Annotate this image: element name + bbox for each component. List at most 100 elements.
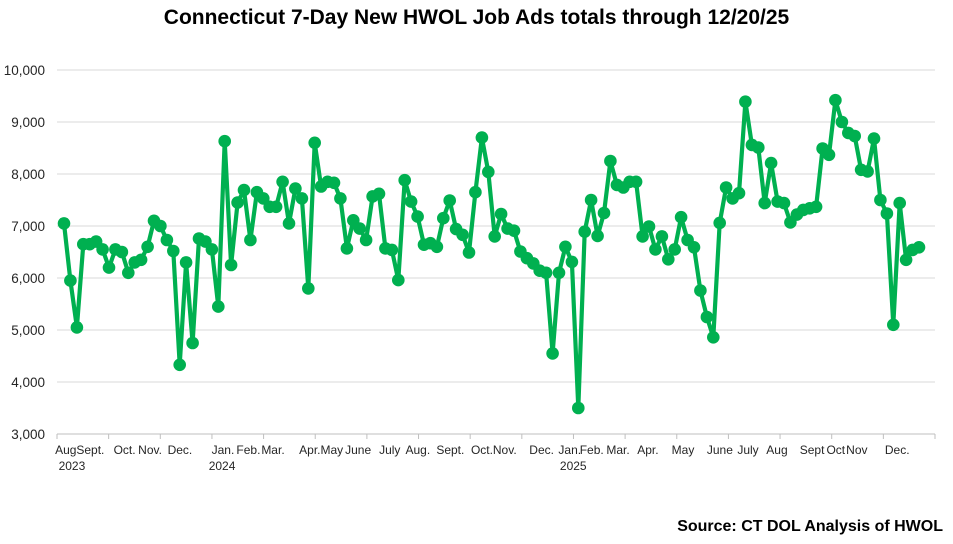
data-point-marker <box>482 165 495 179</box>
data-point-marker <box>179 256 193 269</box>
data-point-marker <box>237 183 251 197</box>
data-point-marker <box>655 230 669 243</box>
data-point-marker <box>642 220 656 233</box>
y-tick-label: 4,000 <box>11 375 45 390</box>
data-series <box>57 93 926 415</box>
data-point-marker <box>887 318 900 332</box>
data-point-marker <box>835 115 849 129</box>
data-point-marker <box>302 282 315 295</box>
data-point-marker <box>494 207 508 221</box>
data-point-marker <box>700 310 714 324</box>
month-label: Sept <box>800 443 825 457</box>
data-point-marker <box>758 196 771 210</box>
data-point-marker <box>822 148 836 162</box>
data-point-marker <box>668 243 681 256</box>
data-point-marker <box>282 217 296 230</box>
data-point-marker <box>244 233 257 247</box>
data-point-marker <box>539 266 553 280</box>
data-point-marker <box>115 245 129 259</box>
y-tick-label: 7,000 <box>11 219 45 234</box>
month-label: Nov. <box>138 443 162 457</box>
month-label: Sept. <box>436 443 464 457</box>
year-label: 2023 <box>59 459 86 473</box>
data-point-marker <box>861 165 874 178</box>
data-point-marker <box>597 206 611 220</box>
data-point-marker <box>707 331 720 344</box>
data-point-marker <box>867 132 881 145</box>
data-point-marker <box>102 261 116 274</box>
series-line <box>61 98 922 411</box>
data-point-marker <box>398 173 412 187</box>
data-point-marker <box>64 274 77 287</box>
data-point-marker <box>231 196 244 209</box>
y-tick-label: 3,000 <box>11 427 45 442</box>
data-point-marker <box>874 193 887 207</box>
gridlines <box>57 69 935 435</box>
x-axis <box>56 433 936 439</box>
y-tick-label: 10,000 <box>4 63 45 78</box>
y-tick-label: 6,000 <box>11 271 45 286</box>
data-point-marker <box>636 230 649 243</box>
month-label: Mar. <box>606 443 629 457</box>
data-point-marker <box>912 241 926 254</box>
data-point-marker <box>591 229 604 243</box>
month-label: Apr. <box>637 443 658 457</box>
data-point-marker <box>462 246 476 259</box>
month-label: Nov. <box>493 443 517 457</box>
month-label: May <box>320 443 343 457</box>
data-point-marker <box>687 241 701 254</box>
data-point-marker <box>173 358 186 372</box>
month-label: Oct <box>826 443 845 457</box>
data-point-marker <box>578 225 591 238</box>
data-point-marker <box>572 401 585 415</box>
data-point-marker <box>732 186 746 200</box>
data-point-marker <box>186 336 199 350</box>
data-point-marker <box>70 321 84 334</box>
data-point-marker <box>507 224 521 237</box>
data-point-marker <box>372 187 386 201</box>
data-point-marker <box>96 243 109 256</box>
data-point-marker <box>437 211 450 225</box>
data-point-marker <box>160 233 174 247</box>
data-point-marker <box>584 193 598 207</box>
month-label: Oct. <box>114 443 136 457</box>
data-point-marker <box>488 230 502 243</box>
data-point-marker <box>809 200 823 214</box>
data-point-marker <box>154 219 167 233</box>
data-point-marker <box>359 233 373 247</box>
month-label: Feb. <box>580 443 604 457</box>
month-label: Jan. <box>558 443 581 457</box>
data-point-marker <box>334 192 347 205</box>
data-point-marker <box>469 185 482 199</box>
month-label: June <box>707 443 733 457</box>
data-point-marker <box>552 266 566 280</box>
data-point-marker <box>739 95 752 108</box>
data-point-marker <box>629 175 643 189</box>
year-label: 2025 <box>560 459 587 473</box>
x-axis-labels: Aug Sept. Oct. Nov. Dec. Jan. Feb. Mar. Apr. May J… <box>55 443 909 473</box>
month-label: July <box>737 443 758 457</box>
data-point-marker <box>559 240 572 254</box>
data-point-marker <box>719 181 733 194</box>
month-label: Nov <box>846 443 867 457</box>
month-label: Oct. <box>471 443 493 457</box>
data-point-marker <box>752 141 765 154</box>
month-label: May <box>672 443 695 457</box>
month-label: Aug. <box>406 443 431 457</box>
month-label: Dec. <box>168 443 193 457</box>
data-point-marker <box>411 210 424 223</box>
data-point-marker <box>308 136 322 150</box>
data-point-marker <box>385 243 399 257</box>
data-point-marker <box>340 242 354 255</box>
data-point-marker <box>392 273 405 287</box>
month-label: Feb. <box>236 443 260 457</box>
data-point-marker <box>134 253 148 267</box>
data-point-marker <box>565 255 579 269</box>
month-label: Aug <box>55 443 76 457</box>
month-label: Jan. <box>212 443 235 457</box>
month-label: Dec. <box>885 443 910 457</box>
data-point-marker <box>327 176 341 190</box>
data-point-marker <box>224 258 238 272</box>
data-point-marker <box>122 266 135 280</box>
month-label: Aug <box>766 443 787 457</box>
